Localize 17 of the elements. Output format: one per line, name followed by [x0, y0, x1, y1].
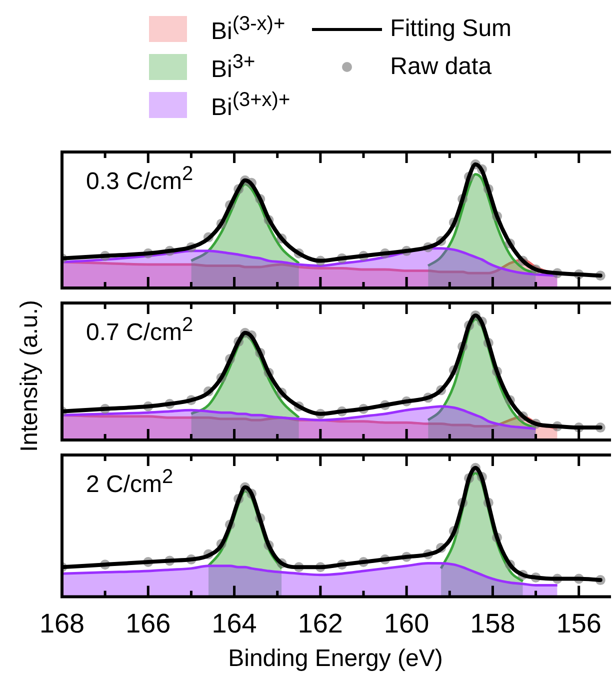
y-axis-title: Intensity (a.u.) [16, 300, 44, 452]
x-tick-label: 156 [556, 608, 602, 638]
x-tick-label: 164 [212, 608, 257, 638]
annotation: 0.3 C/cm$^{2}$ [86, 163, 194, 196]
annotation: 0.7 C/cm$^{2}$ [86, 314, 194, 347]
x-axis-title: Binding Energy (eV) [228, 645, 443, 672]
x-tick-label: 168 [39, 608, 85, 638]
legend-label: Raw data [390, 53, 492, 81]
legend-label: Fitting Sum [390, 15, 512, 43]
legend-label: Bi$^{(3+x)+}$ [211, 88, 290, 122]
x-tick-label: 158 [470, 608, 516, 638]
x-tick-label: 166 [126, 608, 171, 638]
annotation: 2 C/cm$^{2}$ [86, 466, 174, 499]
legend-label: Bi$^{3+}$ [211, 50, 256, 84]
legend-label: Bi$^{(3-x)+}$ [211, 12, 286, 46]
x-tick-label: 162 [298, 608, 343, 638]
x-tick-label: 160 [384, 608, 430, 638]
